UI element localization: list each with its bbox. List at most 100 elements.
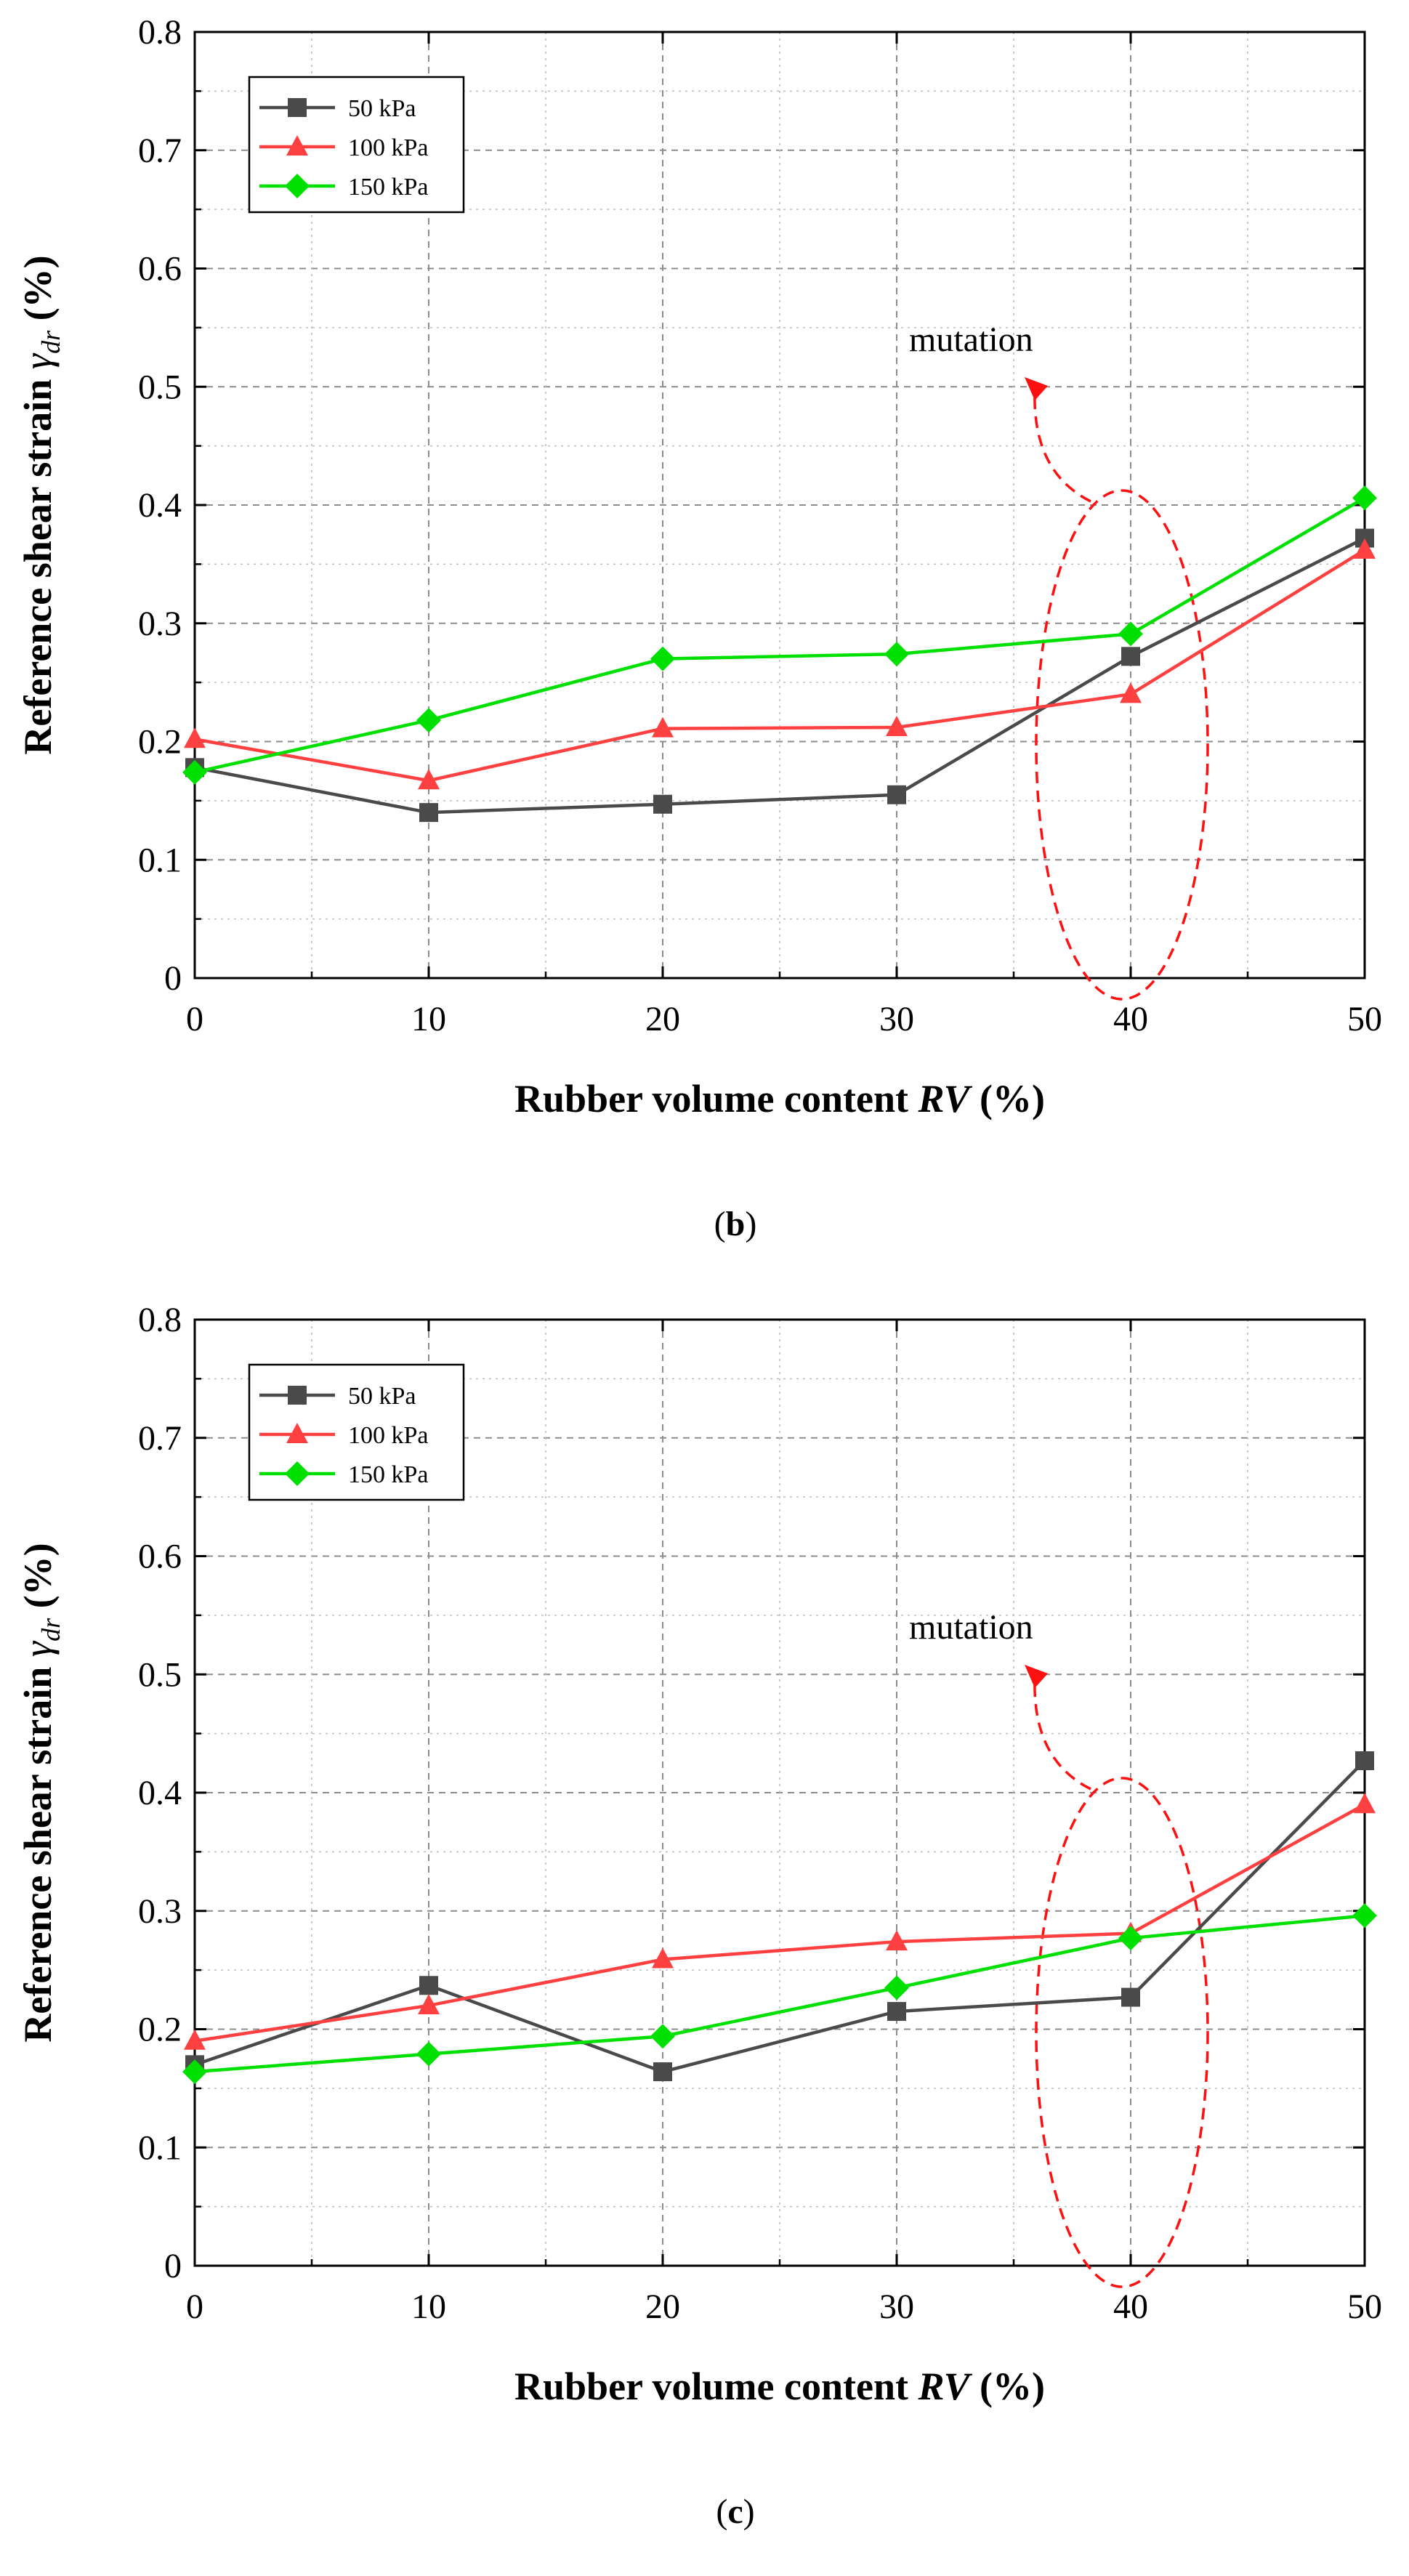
annotation-label: mutation: [909, 320, 1033, 359]
series-50-kpa: [185, 1751, 1374, 2082]
legend-label: 150 kPa: [348, 1461, 429, 1488]
data-point: [416, 2041, 441, 2067]
data-point: [650, 646, 675, 671]
series-line: [194, 548, 1366, 783]
x-tick-label: 0: [186, 1000, 203, 1038]
series-line: [194, 1759, 1366, 2074]
series-50-kpa: [185, 528, 1374, 823]
legend-label: 100 kPa: [348, 134, 429, 161]
chart-b-svg: 0 0.1 0.2 0.3 0.4 0.5 0.6 0.7 0.8 0 10 20 30 40 50 mut…: [16, 13, 1382, 1243]
annotation-arrowhead: [1025, 1665, 1048, 1688]
y-tick-label: 0.7: [138, 132, 182, 170]
x-tick-label: 30: [879, 2288, 914, 2326]
data-point: [1120, 682, 1142, 703]
legend-box: [248, 1363, 465, 1501]
legend-entry: 100 kPa: [259, 1422, 429, 1449]
x-tick-label: 10: [411, 2288, 446, 2326]
data-point: [886, 1930, 908, 1951]
legend-entry: 150 kPa: [259, 174, 429, 201]
y-tick-label: 0.2: [138, 723, 182, 762]
annotation-ellipse: [1035, 489, 1209, 1001]
data-point: [182, 759, 207, 785]
data-point: [884, 642, 909, 667]
data-point: [884, 1975, 909, 2000]
data-point: [653, 2062, 672, 2082]
annotation-arrow: [1033, 1679, 1091, 1790]
legend-entry: 150 kPa: [259, 1461, 429, 1488]
y-tick-label: 0.4: [138, 1774, 182, 1812]
x-tick-label: 50: [1347, 2288, 1382, 2326]
legend-box: [248, 76, 465, 214]
series-100-kpa: [184, 1793, 1376, 2050]
legend-swatch-marker: [285, 1461, 310, 1486]
x-tick-label: 40: [1113, 1000, 1148, 1038]
y-tick-label: 0.5: [138, 368, 182, 406]
x-tick-label: 20: [645, 2288, 680, 2326]
data-point: [184, 727, 206, 748]
series-line: [194, 1914, 1365, 2074]
data-point: [1118, 621, 1143, 647]
data-point: [1352, 1903, 1377, 1929]
y-tick-label: 0.3: [138, 605, 182, 643]
data-point: [887, 785, 906, 804]
series-100-kpa: [184, 538, 1376, 790]
legend-swatch-marker: [288, 1386, 307, 1405]
data-point: [1121, 647, 1140, 666]
data-point: [1121, 1987, 1140, 2007]
data-point: [652, 716, 674, 738]
data-point: [419, 1976, 438, 1995]
y-tick-label: 0.1: [138, 2128, 182, 2167]
chart-c-svg: 0 0.1 0.2 0.3 0.4 0.5 0.6 0.7 0.8 0 10 20 30 40 50 mut…: [16, 1301, 1382, 2531]
x-axis-title: Rubber volume content RV (%): [514, 2365, 1045, 2408]
chart-panel-c: 0 0.1 0.2 0.3 0.4 0.5 0.6 0.7 0.8 0 10 20 30 40 50 mut…: [0, 1288, 1409, 2575]
legend-entry: 100 kPa: [259, 134, 429, 161]
series-line: [194, 536, 1366, 815]
y-axis-title: Reference shear strain γdr (%): [16, 1543, 65, 2042]
data-point: [1354, 1793, 1376, 1814]
chart-panel-b: 0 0.1 0.2 0.3 0.4 0.5 0.6 0.7 0.8 0 10 20 30 40 50 mut…: [16, 13, 1382, 1243]
x-axis-title: Rubber volume content RV (%): [514, 1077, 1045, 1121]
series-line: [194, 496, 1366, 775]
data-point: [653, 794, 672, 814]
annotation-ellipse: [1035, 1777, 1209, 2288]
y-tick-label: 0.6: [138, 1538, 182, 1576]
y-tick-label: 0: [164, 959, 182, 998]
data-point: [418, 1993, 440, 2014]
x-tick-label: 20: [645, 1000, 680, 1038]
data-point: [652, 1947, 674, 1969]
x-tick-label: 50: [1347, 1000, 1382, 1038]
legend-entry: 50 kPa: [259, 95, 416, 122]
data-point: [650, 2024, 675, 2049]
legend-label: 150 kPa: [348, 174, 429, 201]
y-tick-label: 0.8: [138, 13, 182, 52]
legend-swatch-marker: [286, 1423, 308, 1443]
y-tick-label: 0.3: [138, 1892, 182, 1931]
y-tick-label: 0: [164, 2247, 182, 2285]
legend-entry: 50 kPa: [259, 1383, 416, 1410]
series-150-kpa: [182, 485, 1377, 785]
legend-swatch-marker: [285, 174, 310, 198]
data-point: [1354, 538, 1376, 559]
x-tick-label: 10: [411, 1000, 446, 1038]
data-point: [184, 2029, 206, 2050]
data-point: [1118, 1926, 1143, 1951]
annotation-arrowhead: [1025, 377, 1048, 400]
y-tick-label: 0.7: [138, 1419, 182, 1458]
annotation-arrow: [1033, 391, 1091, 503]
series-150-kpa: [182, 1903, 1377, 2085]
data-point: [418, 769, 440, 790]
data-point: [886, 715, 908, 736]
y-axis-title: Reference shear strain γdr (%): [16, 255, 65, 754]
legend-swatch-marker: [286, 135, 308, 156]
y-tick-label: 0.8: [138, 1301, 182, 1339]
x-tick-label: 0: [186, 2288, 203, 2326]
annotation-label: mutation: [909, 1608, 1033, 1647]
legend-label: 50 kPa: [348, 95, 416, 122]
legend-swatch-marker: [288, 98, 307, 117]
data-point: [419, 803, 438, 823]
x-tick-label: 40: [1113, 2288, 1148, 2326]
y-tick-label: 0.1: [138, 841, 182, 879]
x-tick-label: 30: [879, 1000, 914, 1038]
data-point: [416, 708, 441, 733]
data-point: [1352, 485, 1377, 511]
